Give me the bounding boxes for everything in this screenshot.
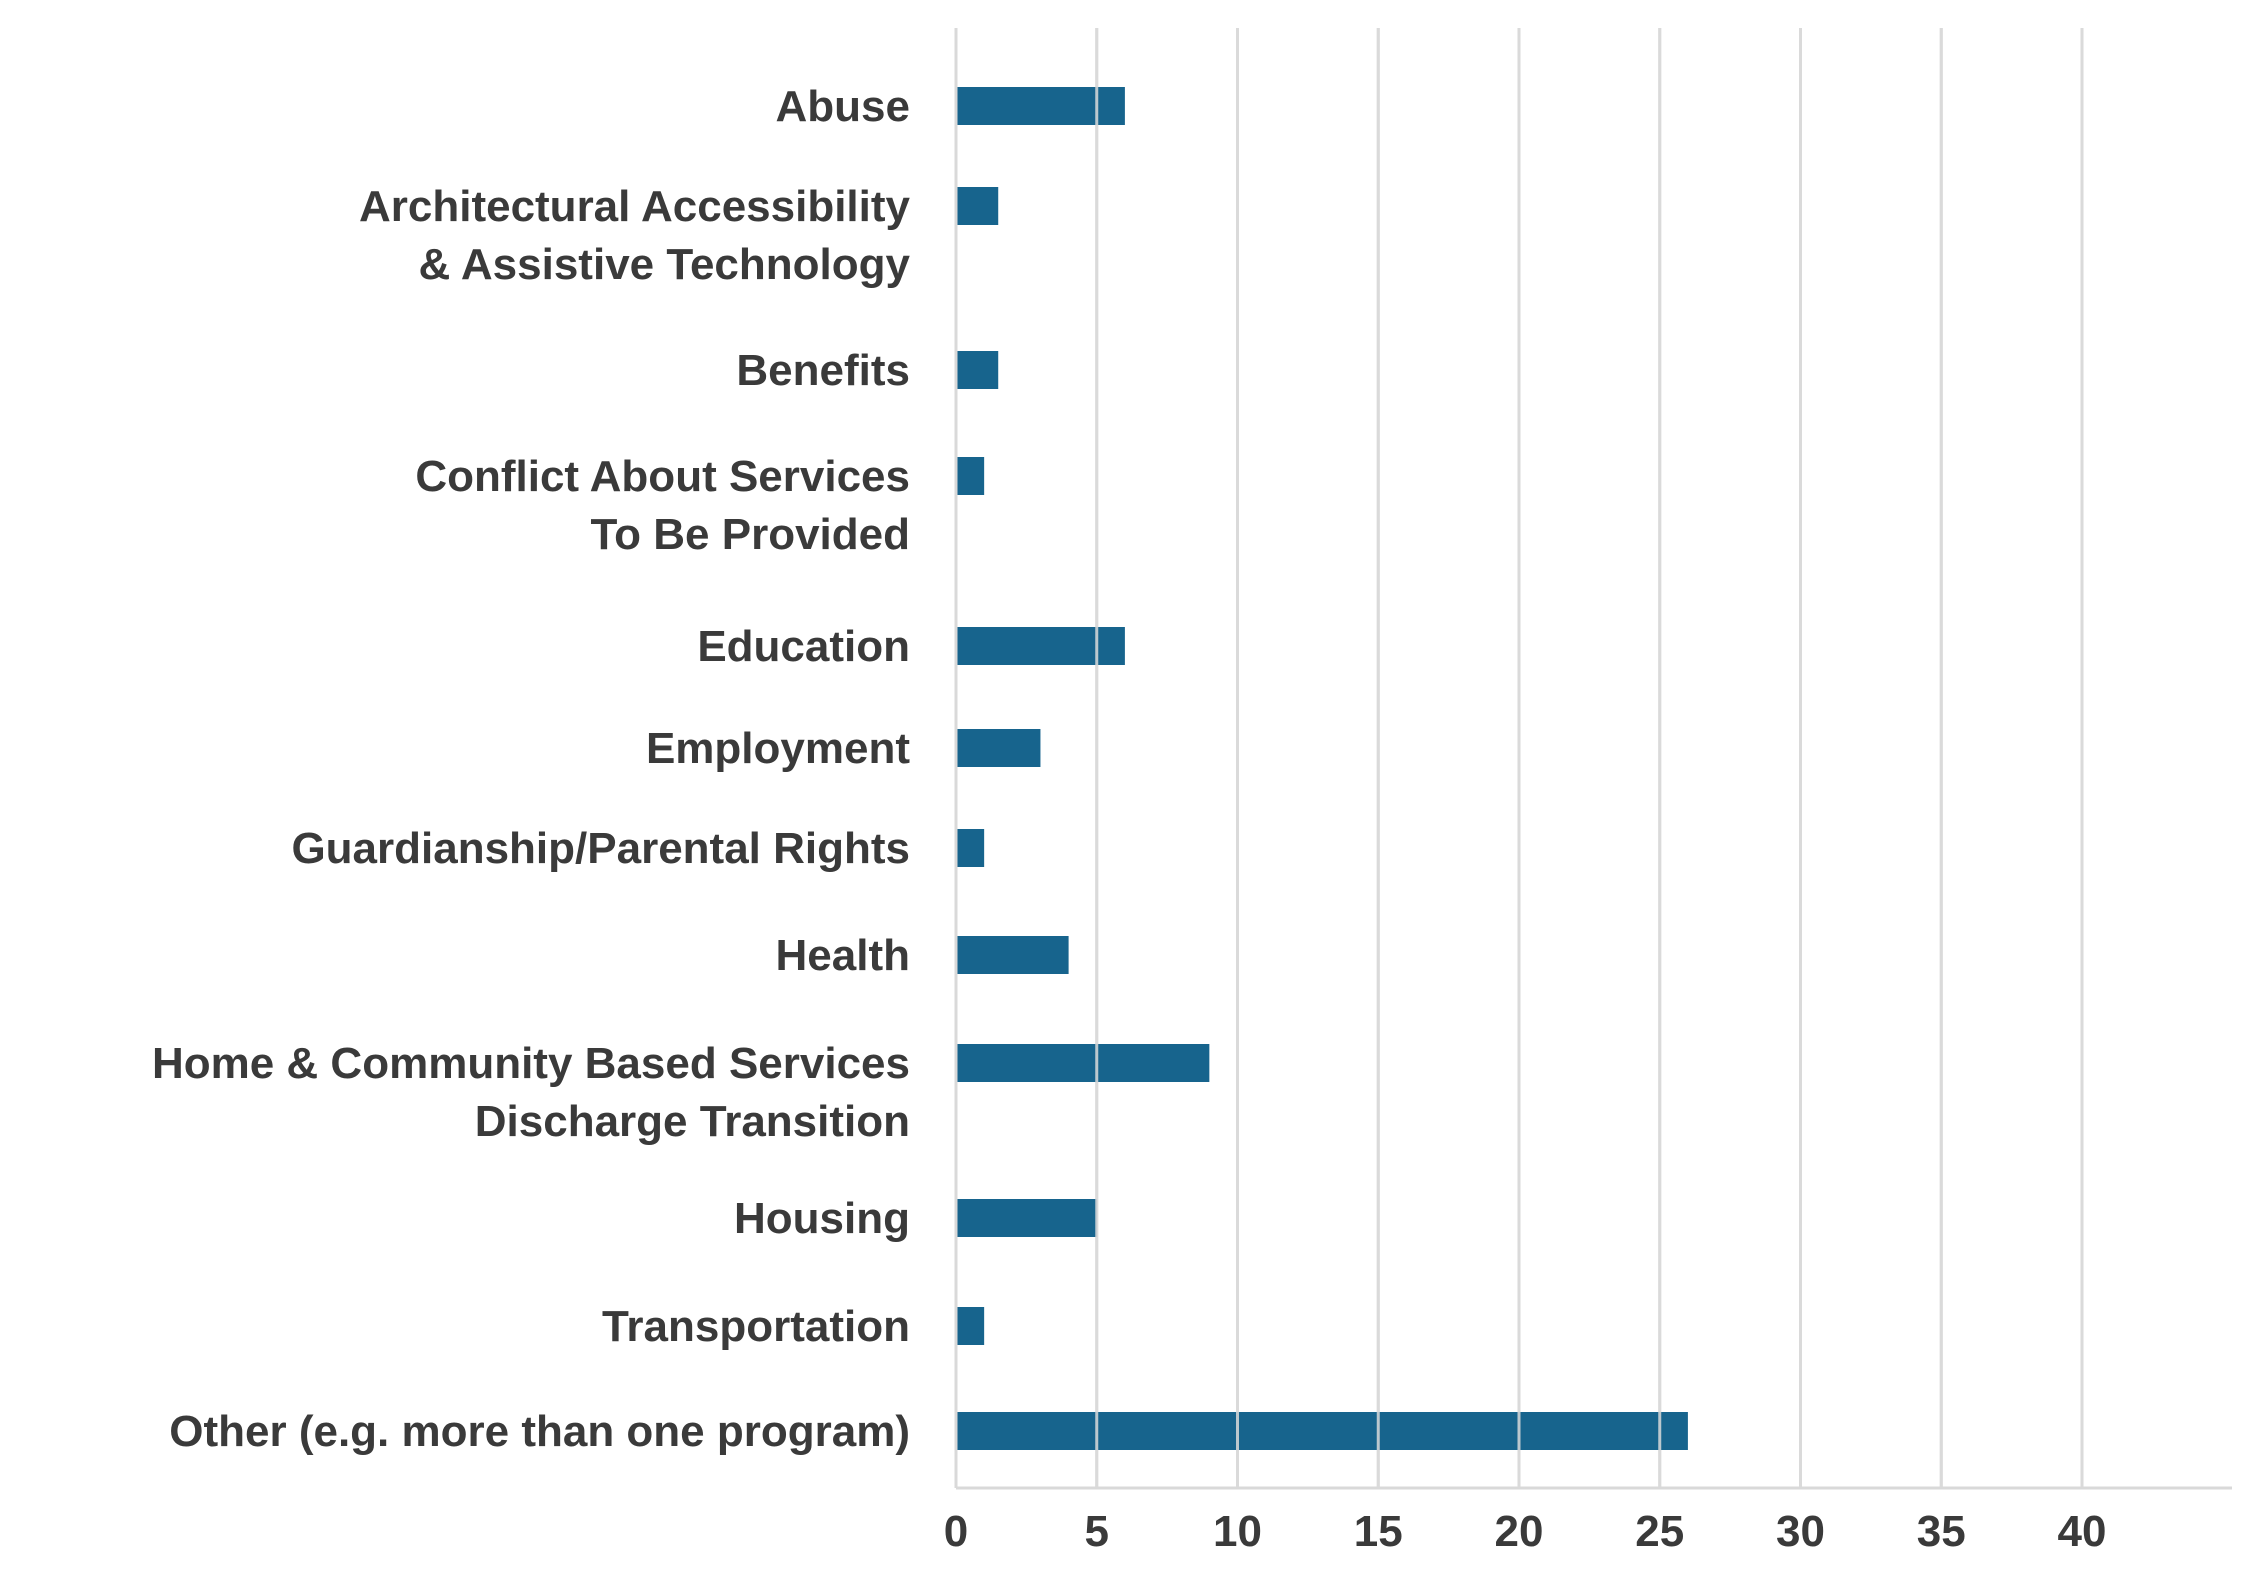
- category-label: Housing: [734, 1194, 910, 1243]
- bar: [956, 187, 999, 225]
- category-label: Transportation: [602, 1302, 910, 1351]
- x-tick-labels: 0 5 10 15 20 25 30 35 40: [944, 1507, 2107, 1556]
- category-label: Architectural Accessibility & Assistive T…: [359, 182, 911, 289]
- x-tick-label: 15: [1354, 1507, 1403, 1556]
- bar: [956, 729, 1041, 767]
- bar: [956, 87, 1125, 125]
- x-tick-label: 35: [1917, 1507, 1966, 1556]
- category-labels: Abuse Architectural Accessibility & Assist…: [152, 82, 911, 1456]
- bar: [956, 627, 1125, 665]
- bar: [956, 351, 999, 389]
- bar: [956, 936, 1069, 974]
- category-label: Health: [776, 931, 910, 980]
- x-tick-label: 40: [2058, 1507, 2107, 1556]
- category-label: Abuse: [776, 82, 910, 131]
- x-tick-label: 5: [1085, 1507, 1109, 1556]
- gridlines: [1095, 28, 2084, 1488]
- bar: [956, 1307, 985, 1345]
- axes: [954, 28, 2232, 1490]
- bar: [956, 1412, 1688, 1450]
- bar: [956, 829, 985, 867]
- category-label: Education: [697, 622, 910, 671]
- x-tick-label: 30: [1776, 1507, 1825, 1556]
- bars: [956, 28, 2084, 1488]
- x-tick-label: 10: [1213, 1507, 1262, 1556]
- category-label: Conflict About Services To Be Provided: [415, 452, 910, 559]
- category-label: Home & Community Based Services Discharge…: [152, 1039, 910, 1146]
- category-label: Benefits: [736, 346, 910, 395]
- x-tick-label: 25: [1635, 1507, 1684, 1556]
- category-label: Guardianship/Parental Rights: [291, 824, 910, 873]
- bar: [956, 457, 985, 495]
- bar: [956, 1044, 1210, 1082]
- category-label: Other (e.g. more than one program): [169, 1407, 910, 1456]
- bar: [956, 1199, 1097, 1237]
- x-tick-label: 0: [944, 1507, 968, 1556]
- x-tick-label: 20: [1495, 1507, 1544, 1556]
- category-label: Employment: [646, 724, 910, 773]
